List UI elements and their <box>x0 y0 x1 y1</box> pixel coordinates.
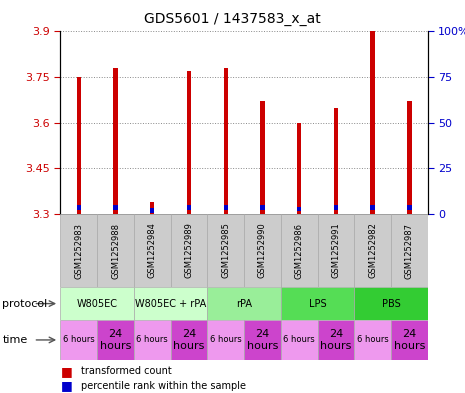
Bar <box>244 214 281 287</box>
Bar <box>334 108 338 214</box>
Text: ■: ■ <box>60 365 72 378</box>
Bar <box>224 206 228 209</box>
Text: ■: ■ <box>60 379 72 393</box>
Text: time: time <box>2 335 27 345</box>
Bar <box>224 68 228 214</box>
Bar <box>171 320 207 360</box>
Bar <box>60 214 97 287</box>
Bar <box>77 77 81 214</box>
Text: GSM1252991: GSM1252991 <box>332 223 340 278</box>
Text: protocol: protocol <box>2 299 47 309</box>
Bar <box>297 207 301 211</box>
Text: 24
hours: 24 hours <box>173 329 205 351</box>
Bar <box>207 320 244 360</box>
Text: GDS5601 / 1437583_x_at: GDS5601 / 1437583_x_at <box>144 12 321 26</box>
Bar <box>97 320 134 360</box>
Text: 6 hours: 6 hours <box>136 336 168 344</box>
Bar <box>60 287 134 320</box>
Text: 6 hours: 6 hours <box>210 336 242 344</box>
Bar <box>113 68 118 214</box>
Bar <box>334 206 338 209</box>
Bar <box>371 31 375 214</box>
Bar <box>134 320 171 360</box>
Bar <box>318 214 354 287</box>
Text: rPA: rPA <box>236 299 252 309</box>
Text: 6 hours: 6 hours <box>357 336 389 344</box>
Bar <box>391 214 428 287</box>
Bar <box>371 206 375 209</box>
Bar <box>354 320 391 360</box>
Bar <box>281 214 318 287</box>
Bar <box>260 206 265 209</box>
Bar <box>354 214 391 287</box>
Text: GSM1252985: GSM1252985 <box>221 222 230 279</box>
Text: 24
hours: 24 hours <box>100 329 131 351</box>
Text: GSM1252989: GSM1252989 <box>185 222 193 279</box>
Text: GSM1252987: GSM1252987 <box>405 222 414 279</box>
Bar <box>297 123 301 214</box>
Text: PBS: PBS <box>382 299 400 309</box>
Text: GSM1252983: GSM1252983 <box>74 222 83 279</box>
Text: 24
hours: 24 hours <box>394 329 425 351</box>
Text: GSM1252982: GSM1252982 <box>368 222 377 279</box>
Bar <box>150 202 154 214</box>
Text: W805EC + rPA: W805EC + rPA <box>135 299 206 309</box>
Text: LPS: LPS <box>309 299 326 309</box>
Bar <box>407 101 412 214</box>
Bar <box>134 214 171 287</box>
Bar <box>60 320 97 360</box>
Text: 24
hours: 24 hours <box>247 329 278 351</box>
Bar <box>354 287 428 320</box>
Bar <box>260 101 265 214</box>
Bar <box>77 206 81 209</box>
Bar <box>187 71 191 214</box>
Bar <box>281 287 354 320</box>
Bar <box>150 208 154 213</box>
Bar <box>318 320 354 360</box>
Bar <box>207 287 281 320</box>
Bar <box>207 214 244 287</box>
Text: GSM1252986: GSM1252986 <box>295 222 304 279</box>
Bar <box>113 206 118 209</box>
Text: 6 hours: 6 hours <box>283 336 315 344</box>
Text: GSM1252988: GSM1252988 <box>111 222 120 279</box>
Bar <box>391 320 428 360</box>
Bar <box>281 320 318 360</box>
Text: GSM1252990: GSM1252990 <box>258 223 267 278</box>
Text: W805EC: W805EC <box>77 299 118 309</box>
Bar <box>134 287 207 320</box>
Bar <box>244 320 281 360</box>
Text: transformed count: transformed count <box>81 366 172 376</box>
Bar <box>407 206 412 209</box>
Bar <box>97 214 134 287</box>
Text: GSM1252984: GSM1252984 <box>148 222 157 279</box>
Bar <box>187 206 191 209</box>
Text: 6 hours: 6 hours <box>63 336 95 344</box>
Text: 24
hours: 24 hours <box>320 329 352 351</box>
Bar <box>171 214 207 287</box>
Text: percentile rank within the sample: percentile rank within the sample <box>81 381 246 391</box>
